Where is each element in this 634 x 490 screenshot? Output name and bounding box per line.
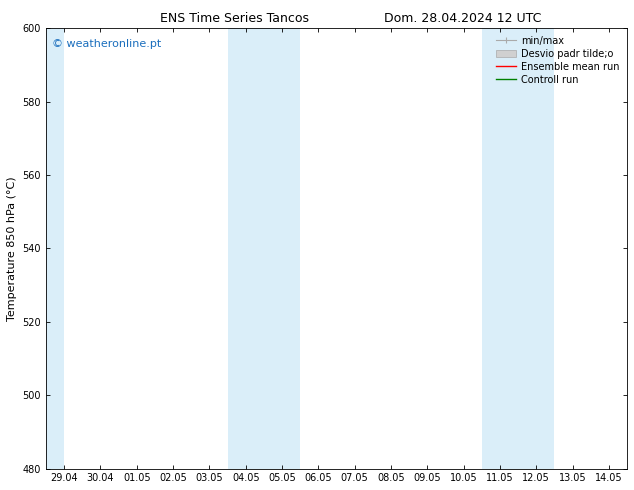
Text: © weatheronline.pt: © weatheronline.pt xyxy=(52,39,161,49)
Bar xyxy=(482,28,554,469)
Legend: min/max, Desvio padr tilde;o, Ensemble mean run, Controll run: min/max, Desvio padr tilde;o, Ensemble m… xyxy=(493,33,622,88)
Bar xyxy=(228,28,301,469)
Bar xyxy=(46,28,64,469)
Y-axis label: Temperature 850 hPa (°C): Temperature 850 hPa (°C) xyxy=(7,176,17,321)
Text: Dom. 28.04.2024 12 UTC: Dom. 28.04.2024 12 UTC xyxy=(384,12,541,25)
Text: ENS Time Series Tancos: ENS Time Series Tancos xyxy=(160,12,309,25)
